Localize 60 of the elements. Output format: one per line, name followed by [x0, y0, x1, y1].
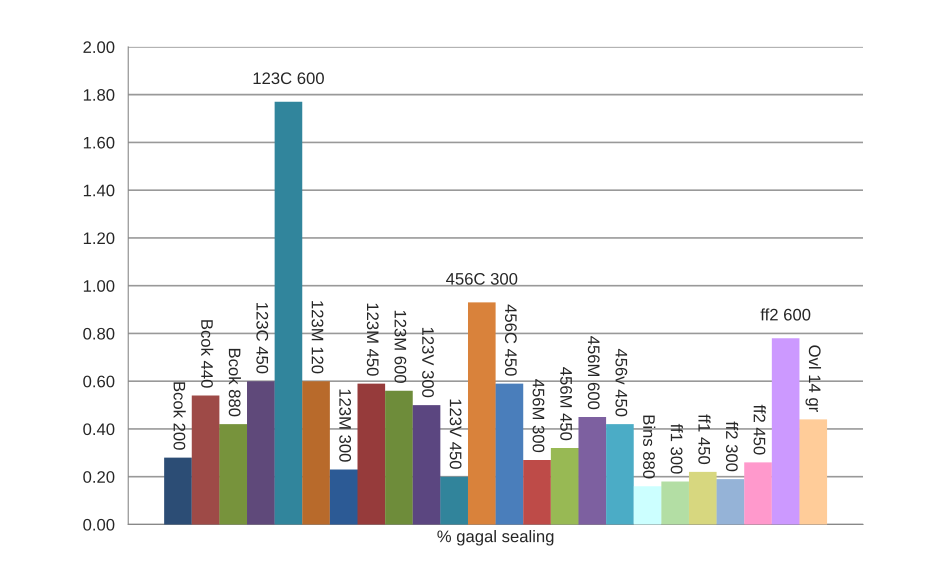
y-tick-label: 2.00 [83, 41, 114, 54]
bar [358, 384, 386, 524]
y-tick-label: 1.60 [84, 136, 114, 149]
x-tick-label: 123V 300 [422, 328, 434, 398]
y-tick-label: 0.00 [83, 518, 114, 531]
bar [302, 381, 330, 524]
x-tick-label: ff2 600 [760, 308, 810, 321]
x-tick-label: 123M 450 [366, 304, 379, 376]
bar [578, 417, 606, 524]
y-tick-label: 0.80 [83, 328, 114, 340]
bar [661, 481, 689, 524]
bar [247, 381, 275, 524]
x-axis-title: % gagal sealing [437, 530, 554, 546]
x-tick-label: 123M 600 [394, 310, 406, 383]
bar [468, 302, 496, 524]
x-tick-label: 123C 450 [256, 303, 268, 374]
x-tick-label: ff1 300 [670, 424, 683, 474]
x-tick-label: 456C 300 [446, 272, 518, 285]
x-tick-label: ff1 450 [698, 414, 711, 464]
x-tick-label: 123V 450 [450, 399, 462, 469]
bar [412, 405, 440, 524]
bar [192, 396, 220, 524]
bar [164, 458, 192, 524]
bar [606, 424, 634, 524]
y-tick-label: 1.20 [84, 232, 114, 244]
x-tick-label: ff2 450 [754, 404, 766, 455]
bar [550, 448, 578, 524]
x-tick-label: 123C 600 [254, 72, 324, 84]
x-tick-label: Ovl 14 gr [806, 345, 822, 412]
bar [523, 460, 551, 524]
bar [219, 424, 248, 524]
bar [274, 102, 302, 524]
bar [496, 384, 524, 524]
bar [385, 390, 413, 524]
bar [799, 419, 828, 524]
x-tick-label: Bins 880 [643, 416, 656, 478]
x-tick-label: Bcok 880 [228, 348, 241, 416]
bar [688, 472, 717, 524]
bar [634, 486, 662, 524]
x-tick-label: 456v 450 [615, 348, 628, 416]
x-tick-label: Bcok 440 [201, 320, 214, 388]
bar [330, 470, 358, 524]
x-tick-label: 456M 450 [560, 367, 572, 440]
y-tick-label: 1.00 [84, 280, 114, 292]
bar [440, 476, 468, 524]
x-tick-label: 456C 450 [504, 304, 517, 376]
bar [744, 462, 772, 524]
x-tick-label: Bcok 200 [173, 382, 186, 450]
y-tick-label: 1.80 [84, 89, 114, 101]
y-tick-label: 0.60 [83, 376, 114, 388]
x-tick-label: 123M 300 [339, 390, 352, 462]
x-tick-label: 456M 600 [588, 336, 600, 410]
x-tick-label: 456M 300 [532, 379, 544, 452]
bar [772, 338, 800, 524]
y-tick-label: 0.40 [83, 423, 114, 436]
x-tick-label: ff2 300 [726, 422, 738, 472]
y-tick-label: 0.20 [83, 471, 114, 483]
y-tick-label: 1.40 [84, 184, 114, 196]
bar [716, 479, 744, 524]
x-tick-label: 123M 120 [312, 301, 324, 374]
